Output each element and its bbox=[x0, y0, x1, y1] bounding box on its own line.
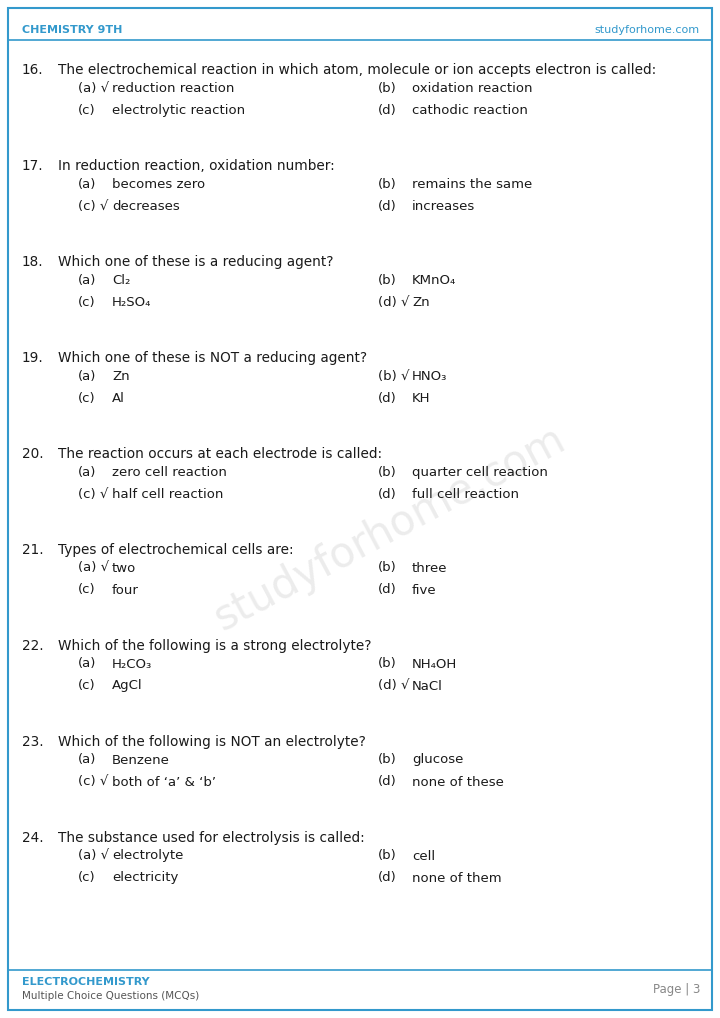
Text: The reaction occurs at each electrode is called:: The reaction occurs at each electrode is… bbox=[58, 447, 382, 461]
Text: HNO₃: HNO₃ bbox=[412, 370, 447, 383]
Text: 23.: 23. bbox=[22, 735, 44, 749]
Text: none of them: none of them bbox=[412, 871, 502, 885]
Text: (d): (d) bbox=[378, 104, 397, 116]
Text: cell: cell bbox=[412, 849, 435, 862]
Text: (c) √: (c) √ bbox=[78, 488, 109, 501]
Text: remains the same: remains the same bbox=[412, 177, 532, 190]
Text: NH₄OH: NH₄OH bbox=[412, 658, 457, 671]
Text: full cell reaction: full cell reaction bbox=[412, 488, 519, 501]
Text: (d): (d) bbox=[378, 392, 397, 404]
Text: none of these: none of these bbox=[412, 776, 504, 789]
Text: (a): (a) bbox=[78, 465, 96, 478]
Text: (c) √: (c) √ bbox=[78, 200, 109, 213]
Text: (d): (d) bbox=[378, 776, 397, 789]
Text: Multiple Choice Questions (MCQs): Multiple Choice Questions (MCQs) bbox=[22, 991, 199, 1001]
Text: In reduction reaction, oxidation number:: In reduction reaction, oxidation number: bbox=[58, 159, 335, 173]
Text: (d): (d) bbox=[378, 200, 397, 213]
Text: H₂SO₄: H₂SO₄ bbox=[112, 295, 151, 308]
Text: H₂CO₃: H₂CO₃ bbox=[112, 658, 152, 671]
Text: (b): (b) bbox=[378, 81, 397, 95]
Text: KMnO₄: KMnO₄ bbox=[412, 274, 456, 286]
Text: 19.: 19. bbox=[22, 351, 44, 365]
Text: (c) √: (c) √ bbox=[78, 776, 109, 789]
Text: (c): (c) bbox=[78, 679, 96, 692]
Text: five: five bbox=[412, 583, 436, 597]
Text: Zn: Zn bbox=[112, 370, 130, 383]
Text: Which one of these is a reducing agent?: Which one of these is a reducing agent? bbox=[58, 254, 333, 269]
Text: NaCl: NaCl bbox=[412, 679, 443, 692]
Text: (b): (b) bbox=[378, 562, 397, 574]
Text: 16.: 16. bbox=[22, 63, 44, 77]
Text: 18.: 18. bbox=[22, 254, 44, 269]
Text: 22.: 22. bbox=[22, 639, 44, 653]
Text: (d) √: (d) √ bbox=[378, 295, 410, 308]
Text: becomes zero: becomes zero bbox=[112, 177, 205, 190]
Text: 24.: 24. bbox=[22, 831, 44, 845]
Text: (a): (a) bbox=[78, 370, 96, 383]
Text: Types of electrochemical cells are:: Types of electrochemical cells are: bbox=[58, 543, 294, 557]
Text: (b): (b) bbox=[378, 274, 397, 286]
Text: (d) √: (d) √ bbox=[378, 679, 410, 692]
Text: three: three bbox=[412, 562, 448, 574]
Text: (c): (c) bbox=[78, 295, 96, 308]
Text: (c): (c) bbox=[78, 392, 96, 404]
Text: ELECTROCHEMISTRY: ELECTROCHEMISTRY bbox=[22, 977, 150, 987]
Text: (a): (a) bbox=[78, 753, 96, 767]
Text: two: two bbox=[112, 562, 136, 574]
Text: The electrochemical reaction in which atom, molecule or ion accepts electron is : The electrochemical reaction in which at… bbox=[58, 63, 656, 77]
Text: (a) √: (a) √ bbox=[78, 562, 109, 574]
Text: decreases: decreases bbox=[112, 200, 180, 213]
Text: (d): (d) bbox=[378, 871, 397, 885]
Text: Which one of these is NOT a reducing agent?: Which one of these is NOT a reducing age… bbox=[58, 351, 367, 365]
Text: electrolyte: electrolyte bbox=[112, 849, 184, 862]
Text: studyforhome.com: studyforhome.com bbox=[207, 417, 573, 638]
Text: 17.: 17. bbox=[22, 159, 44, 173]
Text: electricity: electricity bbox=[112, 871, 179, 885]
Text: (c): (c) bbox=[78, 104, 96, 116]
Text: (b): (b) bbox=[378, 849, 397, 862]
Text: Which of the following is NOT an electrolyte?: Which of the following is NOT an electro… bbox=[58, 735, 366, 749]
Text: (b): (b) bbox=[378, 177, 397, 190]
Text: (a): (a) bbox=[78, 177, 96, 190]
Text: AgCl: AgCl bbox=[112, 679, 143, 692]
Text: KH: KH bbox=[412, 392, 431, 404]
Text: (b): (b) bbox=[378, 753, 397, 767]
Text: reduction reaction: reduction reaction bbox=[112, 81, 235, 95]
Text: (c): (c) bbox=[78, 871, 96, 885]
Text: Zn: Zn bbox=[412, 295, 430, 308]
Text: 20.: 20. bbox=[22, 447, 44, 461]
Text: (d): (d) bbox=[378, 583, 397, 597]
Text: Cl₂: Cl₂ bbox=[112, 274, 130, 286]
Text: (d): (d) bbox=[378, 488, 397, 501]
Text: half cell reaction: half cell reaction bbox=[112, 488, 223, 501]
Text: (a): (a) bbox=[78, 658, 96, 671]
Text: (b): (b) bbox=[378, 465, 397, 478]
Text: oxidation reaction: oxidation reaction bbox=[412, 81, 533, 95]
Text: (a) √: (a) √ bbox=[78, 849, 109, 862]
Text: electrolytic reaction: electrolytic reaction bbox=[112, 104, 245, 116]
Text: increases: increases bbox=[412, 200, 475, 213]
Text: (b) √: (b) √ bbox=[378, 370, 410, 383]
Text: (a): (a) bbox=[78, 274, 96, 286]
Text: (a) √: (a) √ bbox=[78, 81, 109, 95]
Text: (c): (c) bbox=[78, 583, 96, 597]
Text: CHEMISTRY 9TH: CHEMISTRY 9TH bbox=[22, 25, 122, 35]
Text: The substance used for electrolysis is called:: The substance used for electrolysis is c… bbox=[58, 831, 365, 845]
Text: both of ‘a’ & ‘b’: both of ‘a’ & ‘b’ bbox=[112, 776, 216, 789]
Text: cathodic reaction: cathodic reaction bbox=[412, 104, 528, 116]
Text: Which of the following is a strong electrolyte?: Which of the following is a strong elect… bbox=[58, 639, 372, 653]
Text: (b): (b) bbox=[378, 658, 397, 671]
Text: Page | 3: Page | 3 bbox=[652, 982, 700, 996]
Text: zero cell reaction: zero cell reaction bbox=[112, 465, 227, 478]
Text: 21.: 21. bbox=[22, 543, 44, 557]
Text: studyforhome.com: studyforhome.com bbox=[595, 25, 700, 35]
Text: quarter cell reaction: quarter cell reaction bbox=[412, 465, 548, 478]
Text: glucose: glucose bbox=[412, 753, 464, 767]
Text: Benzene: Benzene bbox=[112, 753, 170, 767]
Text: four: four bbox=[112, 583, 139, 597]
Text: Al: Al bbox=[112, 392, 125, 404]
